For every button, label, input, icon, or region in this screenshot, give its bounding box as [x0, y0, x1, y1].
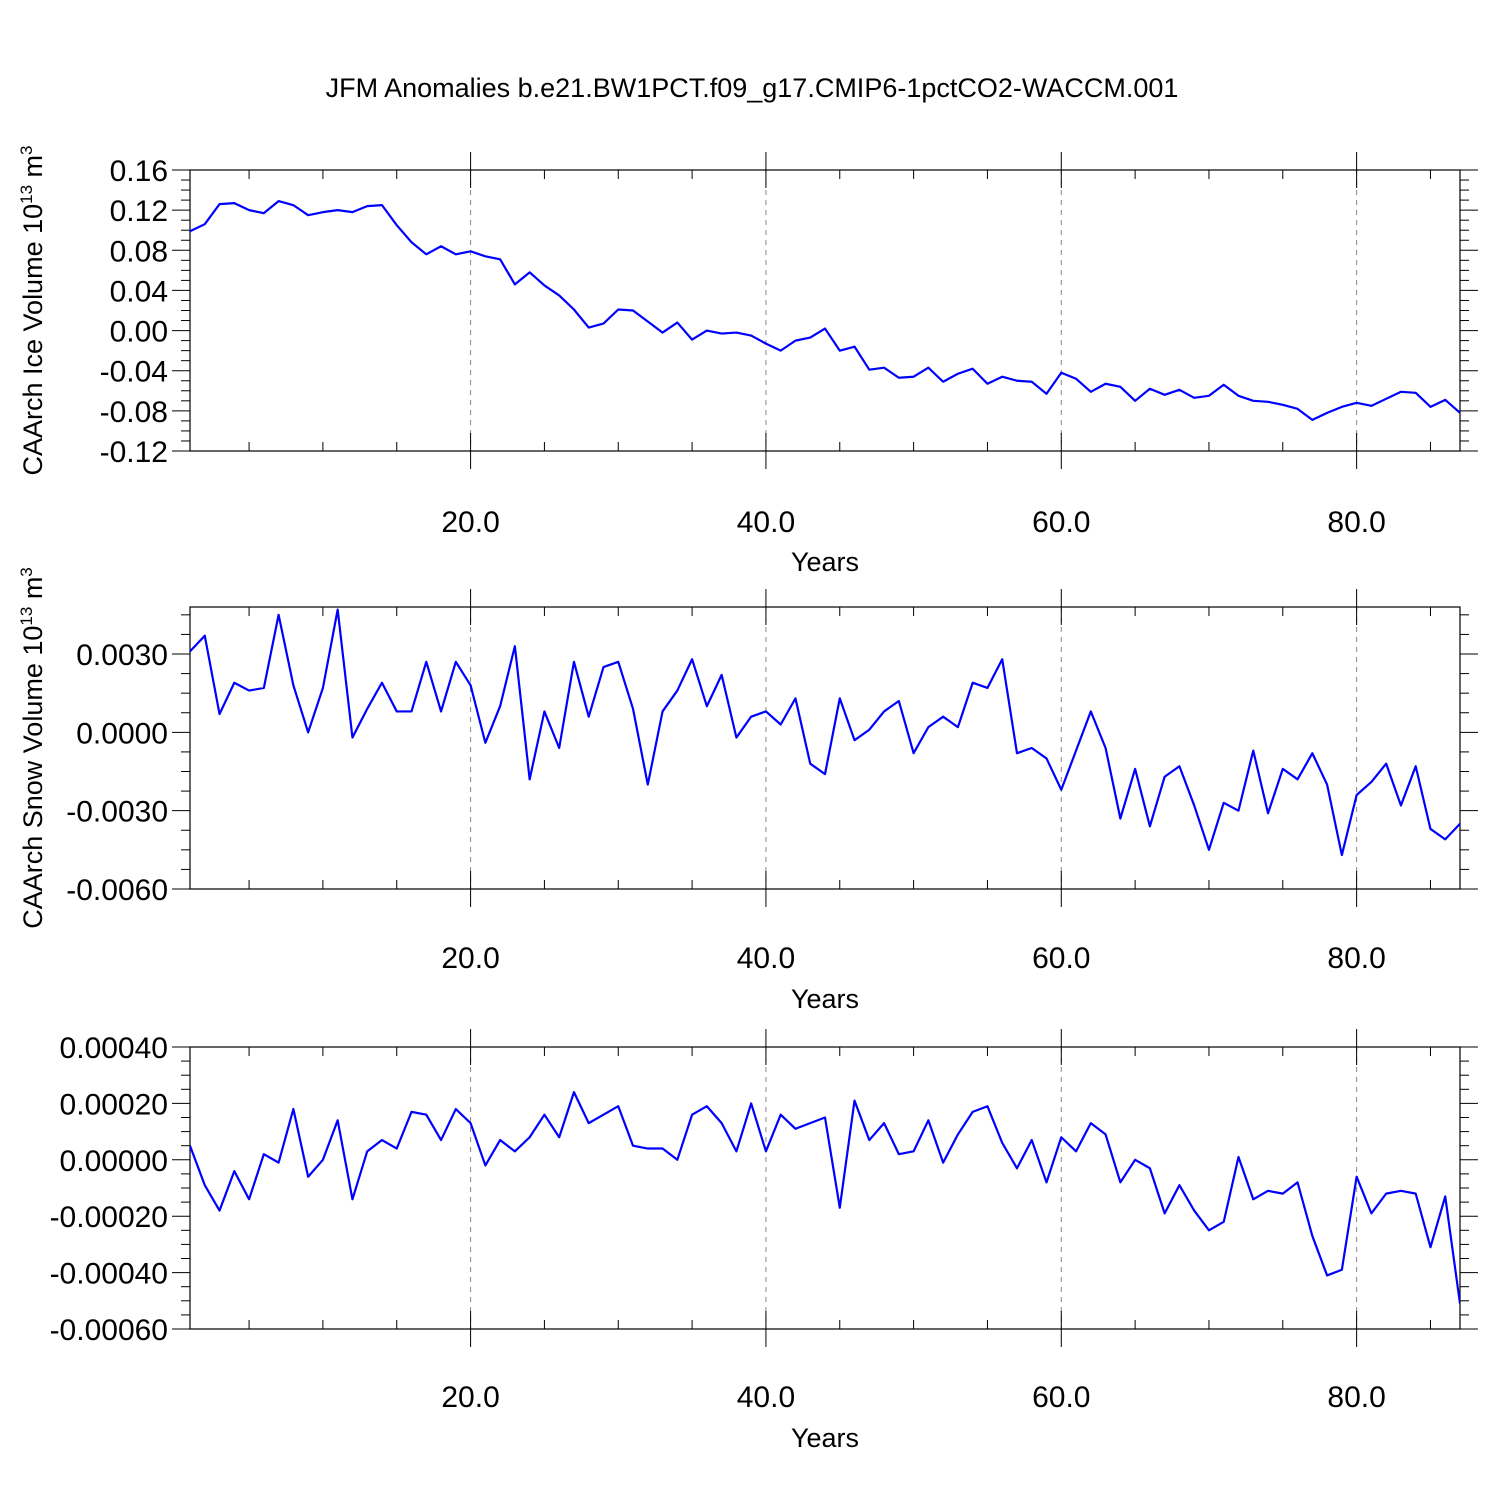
y-axis-title: CAArch Ice Volume 1013 m3: [17, 145, 48, 475]
plot-frame: [189, 1046, 1461, 1330]
x-axis-title: Years: [791, 1423, 859, 1453]
x-tick-label: 60.0: [1032, 942, 1090, 975]
x-tick-label: 20.0: [441, 1381, 499, 1414]
x-axis-title: Years: [791, 984, 859, 1014]
y-tick-label: 0.0000: [76, 717, 168, 750]
y-tick-label: 0.00: [110, 316, 168, 349]
y-tick-label: 0.00020: [60, 1088, 168, 1121]
x-tick-label: 20.0: [441, 942, 499, 975]
x-axis-title: Years: [791, 547, 859, 577]
chart-title: JFM Anomalies b.e21.BW1PCT.f09_g17.CMIP6…: [326, 73, 1179, 103]
x-tick-label: 60.0: [1032, 506, 1090, 539]
plot-frame: [189, 606, 1461, 890]
y-tick-label: 0.00000: [60, 1145, 168, 1178]
series-line: [190, 1091, 1460, 1304]
y-tick-label: -0.12: [100, 436, 168, 469]
panel-3: 0.00040 0.00020 0.00000 -0.00020 -0.00040 -0.…: [50, 1029, 1478, 1453]
y-tick-label: -0.04: [100, 356, 168, 389]
y-tick-label: -0.08: [100, 396, 168, 429]
y-tick-label: -0.0060: [66, 874, 168, 907]
y-tick-label: 0.08: [110, 235, 168, 268]
x-tick-label: 40.0: [737, 506, 795, 539]
x-tick-label: 80.0: [1327, 1381, 1385, 1414]
series-line: [190, 200, 1460, 421]
x-tick-label: 20.0: [441, 506, 499, 539]
panel-2: 0.0030 0.0000 -0.0030 -0.0060 20.0 40.0 60.0 80…: [17, 567, 1478, 1014]
x-tick-label: 80.0: [1327, 942, 1385, 975]
y-tick-label: 0.00040: [60, 1032, 168, 1065]
panel-1: 0.16 0.12 0.08 0.04 0.00 -0.04 -0.08 -0.12 20.0 4…: [17, 145, 1478, 577]
y-axis-title: CAArch Snow Volume 1013 m3: [17, 567, 48, 929]
x-tick-label: 80.0: [1327, 506, 1385, 539]
x-tick-label: 40.0: [737, 942, 795, 975]
y-tick-label: -0.00020: [50, 1201, 168, 1234]
plot-frame: [189, 169, 1461, 452]
y-tick-label: -0.0030: [66, 796, 168, 829]
y-tick-label: -0.00060: [50, 1314, 168, 1347]
x-tick-label: 60.0: [1032, 1381, 1090, 1414]
y-tick-label: -0.00040: [50, 1258, 168, 1291]
y-tick-label: 0.16: [110, 155, 168, 188]
x-tick-label: 40.0: [737, 1381, 795, 1414]
y-tick-label: 0.04: [110, 275, 168, 308]
series-line: [190, 608, 1460, 857]
y-tick-label: 0.12: [110, 195, 168, 228]
y-tick-label: 0.0030: [76, 639, 168, 672]
